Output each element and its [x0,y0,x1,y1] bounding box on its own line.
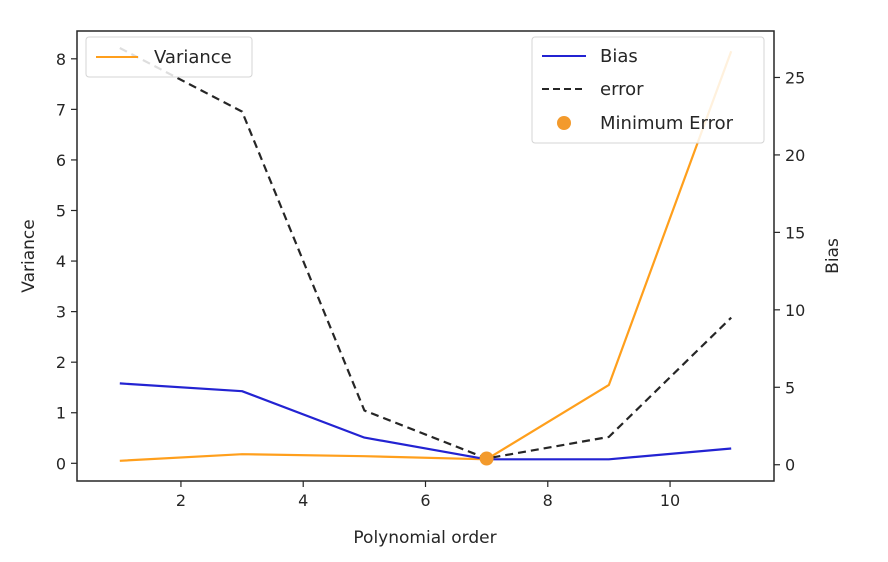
legend-left: Variance [85,36,253,78]
legend-right-box [531,36,765,144]
y-left-axis-label: Variance [19,219,39,292]
series-line-bias [119,382,732,461]
y-right-tick-label: 0 [785,456,795,475]
x-axis-label: Polynomial order [353,528,496,548]
legend-left-box [85,36,253,78]
x-tick-label: 8 [543,491,553,510]
plot-area [119,47,733,466]
x-tick-label: 4 [298,491,308,510]
y-right-tick-label: 20 [785,146,805,165]
legend-right: Bias error Minimum Error [531,36,765,144]
legend-minimum-error-swatch [557,116,571,130]
legend-error-label: error [600,79,644,100]
x-axis-ticks: 2 4 6 8 10 [176,481,680,510]
series-line-error [119,47,732,460]
x-tick-label: 10 [660,491,680,510]
y-left-tick-label: 2 [56,353,66,372]
y-right-tick-label: 15 [785,223,805,242]
y-left-tick-label: 6 [56,151,66,170]
minimum-error-marker [479,451,494,466]
y-right-tick-label: 10 [785,301,805,320]
y-left-tick-label: 8 [56,50,66,69]
y-left-tick-label: 3 [56,303,66,322]
y-left-tick-label: 5 [56,201,66,220]
y-left-axis-ticks: 0 1 2 3 4 5 6 7 8 [56,50,77,473]
x-tick-label: 2 [176,491,186,510]
y-right-tick-label: 5 [785,378,795,397]
y-right-axis-label: Bias [823,238,843,274]
x-tick-label: 6 [420,491,430,510]
legend-bias-label: Bias [600,46,638,67]
legend-minimum-error-label: Minimum Error [600,113,734,134]
y-right-tick-label: 25 [785,68,805,87]
y-right-axis-ticks: 0 5 10 15 20 25 [774,68,805,475]
y-left-tick-label: 1 [56,404,66,423]
legend-variance-label: Variance [154,47,232,68]
y-left-tick-label: 0 [56,454,66,473]
y-left-tick-label: 4 [56,252,66,271]
y-left-tick-label: 7 [56,100,66,119]
series-line-variance [119,50,733,462]
